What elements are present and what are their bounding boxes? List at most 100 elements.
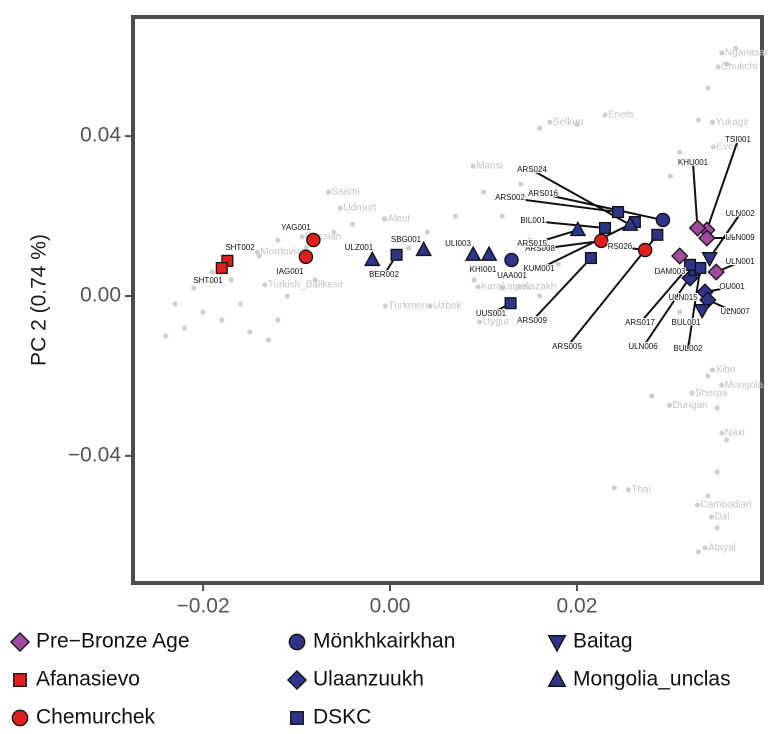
reference-point <box>537 126 542 131</box>
reference-point <box>425 229 430 234</box>
reference-label: Sherpa <box>695 388 728 399</box>
reference-label: Uzbek <box>433 301 462 312</box>
sample-point <box>656 213 669 226</box>
reference-population <box>667 403 672 408</box>
reference-population <box>477 319 482 324</box>
sample-label: ARS016 <box>528 189 558 198</box>
reference-point <box>229 277 234 282</box>
sample-label: ARS024 <box>517 165 547 174</box>
reference-label: Kazakh <box>523 281 556 292</box>
reference-point <box>500 213 505 218</box>
reference-label: Udmurt <box>343 203 376 214</box>
sample-label: ULN007 <box>720 307 750 316</box>
sample-label: SBG001 <box>391 235 422 244</box>
sample-label: ARS015 <box>517 239 547 248</box>
reference-population <box>300 234 305 239</box>
sample-point <box>505 298 516 309</box>
reference-point <box>705 86 710 91</box>
reference-point <box>649 393 654 398</box>
legend-marker <box>14 674 27 687</box>
sample-label: ULN002 <box>725 209 755 218</box>
sample-label: KHU001 <box>678 158 709 167</box>
reference-point <box>210 269 215 274</box>
legend-marker <box>549 636 566 651</box>
y-tick-label: −0.04 <box>68 443 121 466</box>
reference-label: Chukchi <box>721 62 757 73</box>
reference-population <box>702 545 707 550</box>
reference-population <box>689 391 694 396</box>
y-tick-label: 0.00 <box>80 284 121 307</box>
reference-population <box>709 514 714 519</box>
reference-point <box>537 293 542 298</box>
sample-point <box>307 233 320 246</box>
reference-label: Aleut <box>387 213 410 224</box>
legend-label: Mongolia_unclas <box>573 668 731 691</box>
reference-point <box>696 549 701 554</box>
sample-label: ARS009 <box>517 316 547 325</box>
reference-label: Saami <box>331 187 359 198</box>
sample-label: ULN009 <box>725 233 755 242</box>
reference-label: Mansi <box>476 161 503 172</box>
reference-population <box>383 303 388 308</box>
legend-marker <box>549 671 566 686</box>
reference-population <box>475 284 480 289</box>
reference-point <box>668 173 673 178</box>
sample-point <box>391 249 402 260</box>
legend-label: Pre−Bronze Age <box>36 630 190 653</box>
sample-point <box>652 229 663 240</box>
reference-population <box>382 216 387 221</box>
reference-population <box>517 284 522 289</box>
reference-point <box>350 221 355 226</box>
sample-label: SHT002 <box>225 243 255 252</box>
sample-label: YAG001 <box>281 223 311 232</box>
y-tick-label: 0.04 <box>80 124 121 147</box>
reference-point <box>556 261 561 266</box>
reference-label: Atayal <box>708 542 736 553</box>
legend-marker <box>289 634 304 649</box>
sample-label: SHT001 <box>193 276 223 285</box>
sample-point <box>695 263 706 274</box>
legend-marker <box>12 710 27 725</box>
legend-label: Afanasievo <box>36 668 140 691</box>
legend-label: Mönkhkairkhan <box>313 630 455 653</box>
reference-population <box>471 163 476 168</box>
reference-point <box>705 493 710 498</box>
x-tick-label: −0.02 <box>177 595 230 618</box>
reference-population <box>326 189 331 194</box>
reference-label: Yukagir <box>715 117 749 128</box>
reference-point <box>238 301 243 306</box>
sample-label: ULN015 <box>668 293 698 302</box>
reference-population <box>602 112 607 117</box>
sample-label: BER002 <box>369 270 399 279</box>
reference-population <box>719 431 724 436</box>
sample-label: ULZ001 <box>345 243 374 252</box>
reference-point <box>163 333 168 338</box>
reference-label: Turkmen <box>388 301 427 312</box>
reference-population <box>715 64 720 69</box>
sample-label: ARS005 <box>552 342 582 351</box>
sample-label: RS026 <box>608 242 633 251</box>
y-axis-label: PC 2 (0.74 %) <box>28 234 51 366</box>
sample-point <box>613 207 624 218</box>
reference-label: Thai <box>631 485 650 496</box>
sample-point <box>600 223 611 234</box>
reference-point <box>612 485 617 490</box>
sample-label: ULN006 <box>628 342 658 351</box>
reference-population <box>547 120 552 125</box>
reference-label: Dungan <box>672 400 707 411</box>
legend-marker <box>11 633 29 651</box>
sample-label: OU001 <box>719 282 745 291</box>
reference-point <box>247 329 252 334</box>
reference-point <box>715 525 720 530</box>
reference-point <box>696 118 701 123</box>
legend-marker <box>291 712 304 725</box>
sample-label: UUS001 <box>476 309 507 318</box>
reference-point <box>219 317 224 322</box>
reference-population <box>695 502 700 507</box>
reference-point <box>677 309 682 314</box>
legend-label: DSKC <box>313 706 371 729</box>
reference-point <box>191 285 196 290</box>
reference-label: Dai <box>715 512 730 523</box>
reference-population <box>626 487 631 492</box>
